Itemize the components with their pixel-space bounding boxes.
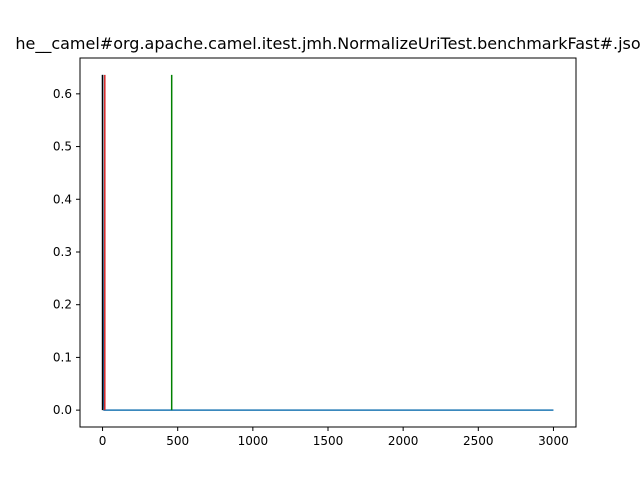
plot-frame [79,57,577,428]
y-tick-label: 0.6 [53,87,72,101]
y-tick-label: 0.3 [53,245,72,259]
y-tick-label: 0.0 [53,403,72,417]
x-tick-label: 1000 [238,434,269,448]
y-axis-ticks: 0.0 0.1 0.2 0.3 0.4 0.5 0.6 [53,87,80,417]
y-tick-label: 0.4 [53,192,72,206]
x-tick-label: 3000 [538,434,569,448]
chart-title: he__camel#org.apache.camel.itest.jmh.Nor… [15,34,640,54]
plot-background [80,58,576,427]
y-tick-label: 0.5 [53,140,72,154]
x-tick-label: 500 [166,434,189,448]
x-tick-label: 0 [99,434,107,448]
x-tick-label: 1500 [313,434,344,448]
y-tick-label: 0.2 [53,298,72,312]
vertical-lines-layer [101,74,173,411]
x-axis-ticks: 0 500 1000 1500 2000 2500 3000 [99,427,569,448]
x-tick-label: 2000 [388,434,419,448]
y-tick-label: 0.1 [53,350,72,364]
x-tick-label: 2500 [463,434,494,448]
